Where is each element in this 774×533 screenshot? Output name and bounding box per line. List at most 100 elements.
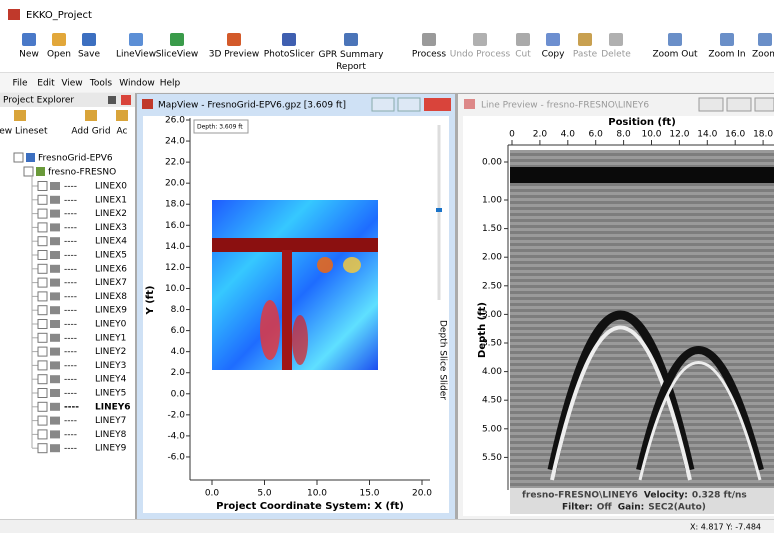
- toolbar-button[interactable]: 3D Preview: [209, 50, 260, 60]
- toolbar-button[interactable]: PhotoSlicer: [264, 50, 315, 60]
- line-name[interactable]: LINEX4: [95, 237, 127, 247]
- toolbar-button[interactable]: Open: [47, 50, 71, 60]
- tree-checkbox[interactable]: [37, 332, 48, 343]
- explorer-button[interactable]: Ac: [117, 127, 128, 137]
- y-tick-label: 5.50: [482, 453, 502, 463]
- tree-checkbox[interactable]: [37, 236, 48, 247]
- depth-label: Depth: 3.609 ft: [197, 124, 243, 131]
- toolbar-icon[interactable]: [578, 33, 592, 46]
- minimize-button[interactable]: [698, 97, 724, 112]
- toolbar-icon[interactable]: [516, 33, 530, 46]
- tree-checkbox[interactable]: [37, 401, 48, 412]
- line-name[interactable]: LINEY7: [95, 416, 126, 426]
- line-name[interactable]: LINEY8: [95, 430, 127, 440]
- line-name[interactable]: LINEY4: [95, 375, 127, 385]
- menu-item[interactable]: File: [12, 79, 28, 89]
- toolbar-button[interactable]: New: [19, 50, 39, 60]
- tree-checkbox[interactable]: [37, 250, 48, 260]
- tree-checkbox[interactable]: [37, 346, 48, 357]
- maximize-button[interactable]: [397, 97, 421, 112]
- line-name[interactable]: LINEX1: [95, 195, 127, 205]
- toolbar-icon[interactable]: [668, 33, 682, 46]
- menu-item[interactable]: Edit: [37, 79, 55, 89]
- toolbar-icon[interactable]: [52, 33, 66, 46]
- line-name[interactable]: LINEX5: [95, 251, 127, 261]
- line-name[interactable]: LINEY2: [95, 347, 126, 357]
- tree-checkbox[interactable]: [37, 360, 48, 371]
- toolbar-icon[interactable]: [170, 33, 184, 46]
- line-name[interactable]: LINEY1: [95, 333, 126, 343]
- line-name[interactable]: LINEX7: [95, 278, 127, 288]
- pin-icon[interactable]: [108, 96, 116, 104]
- toolbar-button[interactable]: Cut: [515, 50, 531, 60]
- tree-checkbox[interactable]: [37, 319, 48, 329]
- toolbar-icon[interactable]: [546, 33, 560, 46]
- line-name[interactable]: LINEY0: [95, 320, 127, 330]
- slider-thumb[interactable]: [436, 208, 442, 212]
- footer-label: Filter:: [562, 503, 593, 513]
- toolbar-button[interactable]: Process: [412, 50, 446, 60]
- line-name[interactable]: LINEY3: [95, 361, 126, 371]
- toolbar-icon[interactable]: [422, 33, 436, 46]
- toolbar-button[interactable]: SliceView: [156, 50, 199, 60]
- toolbar-button[interactable]: Delete: [601, 50, 631, 60]
- toolbar-button[interactable]: Zoom Out: [652, 50, 698, 60]
- toolbar-icon[interactable]: [609, 33, 623, 46]
- line-name[interactable]: LINEY9: [95, 444, 127, 454]
- toolbar-button[interactable]: GPR Summary Report: [318, 50, 384, 72]
- tree-checkbox[interactable]: [37, 181, 48, 191]
- menu-item[interactable]: Window: [119, 79, 155, 89]
- tree-checkbox[interactable]: [37, 194, 48, 205]
- toolbar-button[interactable]: Copy: [542, 50, 566, 60]
- toolbar-icon[interactable]: [22, 33, 36, 46]
- close-button[interactable]: [424, 98, 451, 111]
- button-icon[interactable]: [85, 110, 97, 121]
- toolbar-icon[interactable]: [758, 33, 772, 46]
- toolbar-button[interactable]: Zoom: [752, 50, 774, 60]
- line-name[interactable]: LINEX8: [95, 292, 127, 302]
- toolbar-icon[interactable]: [129, 33, 143, 46]
- explorer-button[interactable]: Add Grid: [71, 127, 110, 137]
- minimize-button[interactable]: [371, 97, 395, 112]
- button-icon[interactable]: [116, 110, 128, 121]
- toolbar-icon[interactable]: [720, 33, 734, 46]
- tree-checkbox[interactable]: [37, 374, 48, 385]
- toolbar-icon[interactable]: [473, 33, 487, 46]
- toolbar-icon[interactable]: [344, 33, 358, 46]
- line-name[interactable]: LINEX0: [95, 182, 127, 192]
- toolbar-button[interactable]: Undo Process: [450, 50, 511, 60]
- line-name[interactable]: LINEY6: [95, 402, 131, 412]
- tree-checkbox[interactable]: [37, 388, 48, 398]
- tree-checkbox[interactable]: [37, 415, 48, 426]
- toolbar-button[interactable]: Zoom In: [708, 50, 745, 60]
- line-name[interactable]: LINEX3: [95, 223, 127, 233]
- tree-checkbox[interactable]: [37, 263, 48, 274]
- close-icon[interactable]: [121, 95, 131, 105]
- tree-checkbox[interactable]: [23, 166, 34, 177]
- tree-checkbox[interactable]: [37, 277, 48, 288]
- tree-checkbox[interactable]: [37, 443, 48, 454]
- button-icon[interactable]: [14, 110, 26, 121]
- line-name[interactable]: LINEY5: [95, 389, 126, 399]
- line-name[interactable]: LINEX2: [95, 209, 127, 219]
- toolbar-button[interactable]: Save: [78, 50, 101, 60]
- line-name[interactable]: LINEX9: [95, 306, 127, 316]
- explorer-button[interactable]: New Lineset: [0, 127, 48, 137]
- maximize-button[interactable]: [726, 97, 752, 112]
- menu-item[interactable]: View: [61, 79, 82, 89]
- tree-checkbox[interactable]: [37, 222, 48, 233]
- toolbar-icon[interactable]: [82, 33, 96, 46]
- toolbar-button[interactable]: LineView: [116, 50, 156, 60]
- toolbar-button[interactable]: Paste: [573, 50, 598, 60]
- toolbar-icon[interactable]: [227, 33, 241, 46]
- tree-checkbox[interactable]: [37, 429, 48, 440]
- toolbar-icon[interactable]: [282, 33, 296, 46]
- tree-checkbox[interactable]: [37, 208, 48, 219]
- close-button[interactable]: [754, 97, 774, 112]
- menu-item[interactable]: Tools: [89, 79, 112, 89]
- tree-checkbox[interactable]: [37, 305, 48, 316]
- tree-checkbox[interactable]: [13, 152, 24, 163]
- tree-checkbox[interactable]: [37, 291, 48, 302]
- menu-item[interactable]: Help: [160, 79, 181, 89]
- line-name[interactable]: LINEX6: [95, 264, 127, 274]
